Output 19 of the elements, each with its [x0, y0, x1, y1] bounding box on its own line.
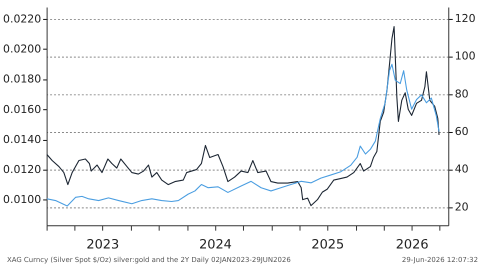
- y2-tick-label: 60: [454, 125, 469, 138]
- y2-tick-label: 80: [454, 87, 469, 100]
- y-tick-label: 0.0160: [3, 102, 42, 116]
- y-tick-label: 0.0200: [3, 42, 42, 56]
- y-tick-label: 0.0120: [3, 163, 42, 176]
- y2-tick-label: 40: [454, 162, 469, 176]
- line-series: [46, 64, 440, 207]
- x-tick-label: 2024: [199, 238, 232, 253]
- line-series: [46, 26, 440, 206]
- y-tick-label: 0.0100: [3, 193, 42, 206]
- y2-tick-label: 100: [454, 50, 476, 63]
- y2-tick-label: 20: [454, 200, 469, 214]
- y2-tick-label: 120: [454, 12, 476, 26]
- x-tick-label: 2023: [86, 238, 120, 253]
- y-tick-label: 0.0180: [3, 72, 42, 86]
- y-tick-label: 0.0220: [3, 12, 42, 26]
- y-tick-label: 0.0140: [3, 132, 42, 146]
- x-tick-label: 2026: [396, 238, 429, 253]
- x-tick-label: 2025: [311, 238, 344, 253]
